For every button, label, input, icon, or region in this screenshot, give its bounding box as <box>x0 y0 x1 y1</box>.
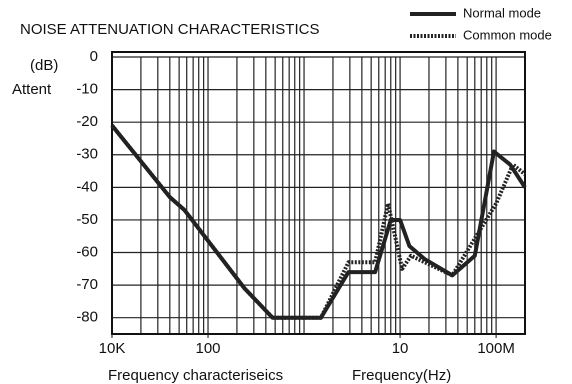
legend-label: Common mode <box>463 27 552 42</box>
series-line <box>110 124 527 320</box>
x-tick-label: 10 <box>392 340 409 357</box>
y-tick-label: -70 <box>76 276 98 293</box>
y-tick-label: 0 <box>90 48 98 65</box>
series-line <box>110 124 527 320</box>
x-axis-unit: Frequency(Hz) <box>352 367 451 384</box>
x-axis-label: Frequency characteriseics <box>108 367 283 384</box>
legend-label: Normal mode <box>463 5 541 20</box>
y-tick-label: -10 <box>76 81 98 98</box>
x-tick-label: 10K <box>99 340 126 357</box>
y-tick-label: -30 <box>76 146 98 163</box>
y-tick-label: -80 <box>76 309 98 326</box>
y-tick-label: -60 <box>76 243 98 260</box>
chart-title: NOISE ATTENUATION CHARACTERISTICS <box>20 21 319 38</box>
y-axis-label: Attent <box>12 81 52 98</box>
x-tick-label: 100 <box>196 340 221 357</box>
x-tick-label: 100M <box>477 340 515 357</box>
y-tick-label: -50 <box>76 211 98 228</box>
y-axis-unit: (dB) <box>30 57 58 74</box>
y-tick-label: -40 <box>76 178 98 195</box>
y-tick-label: -20 <box>76 113 98 130</box>
plot-frame <box>111 51 526 335</box>
